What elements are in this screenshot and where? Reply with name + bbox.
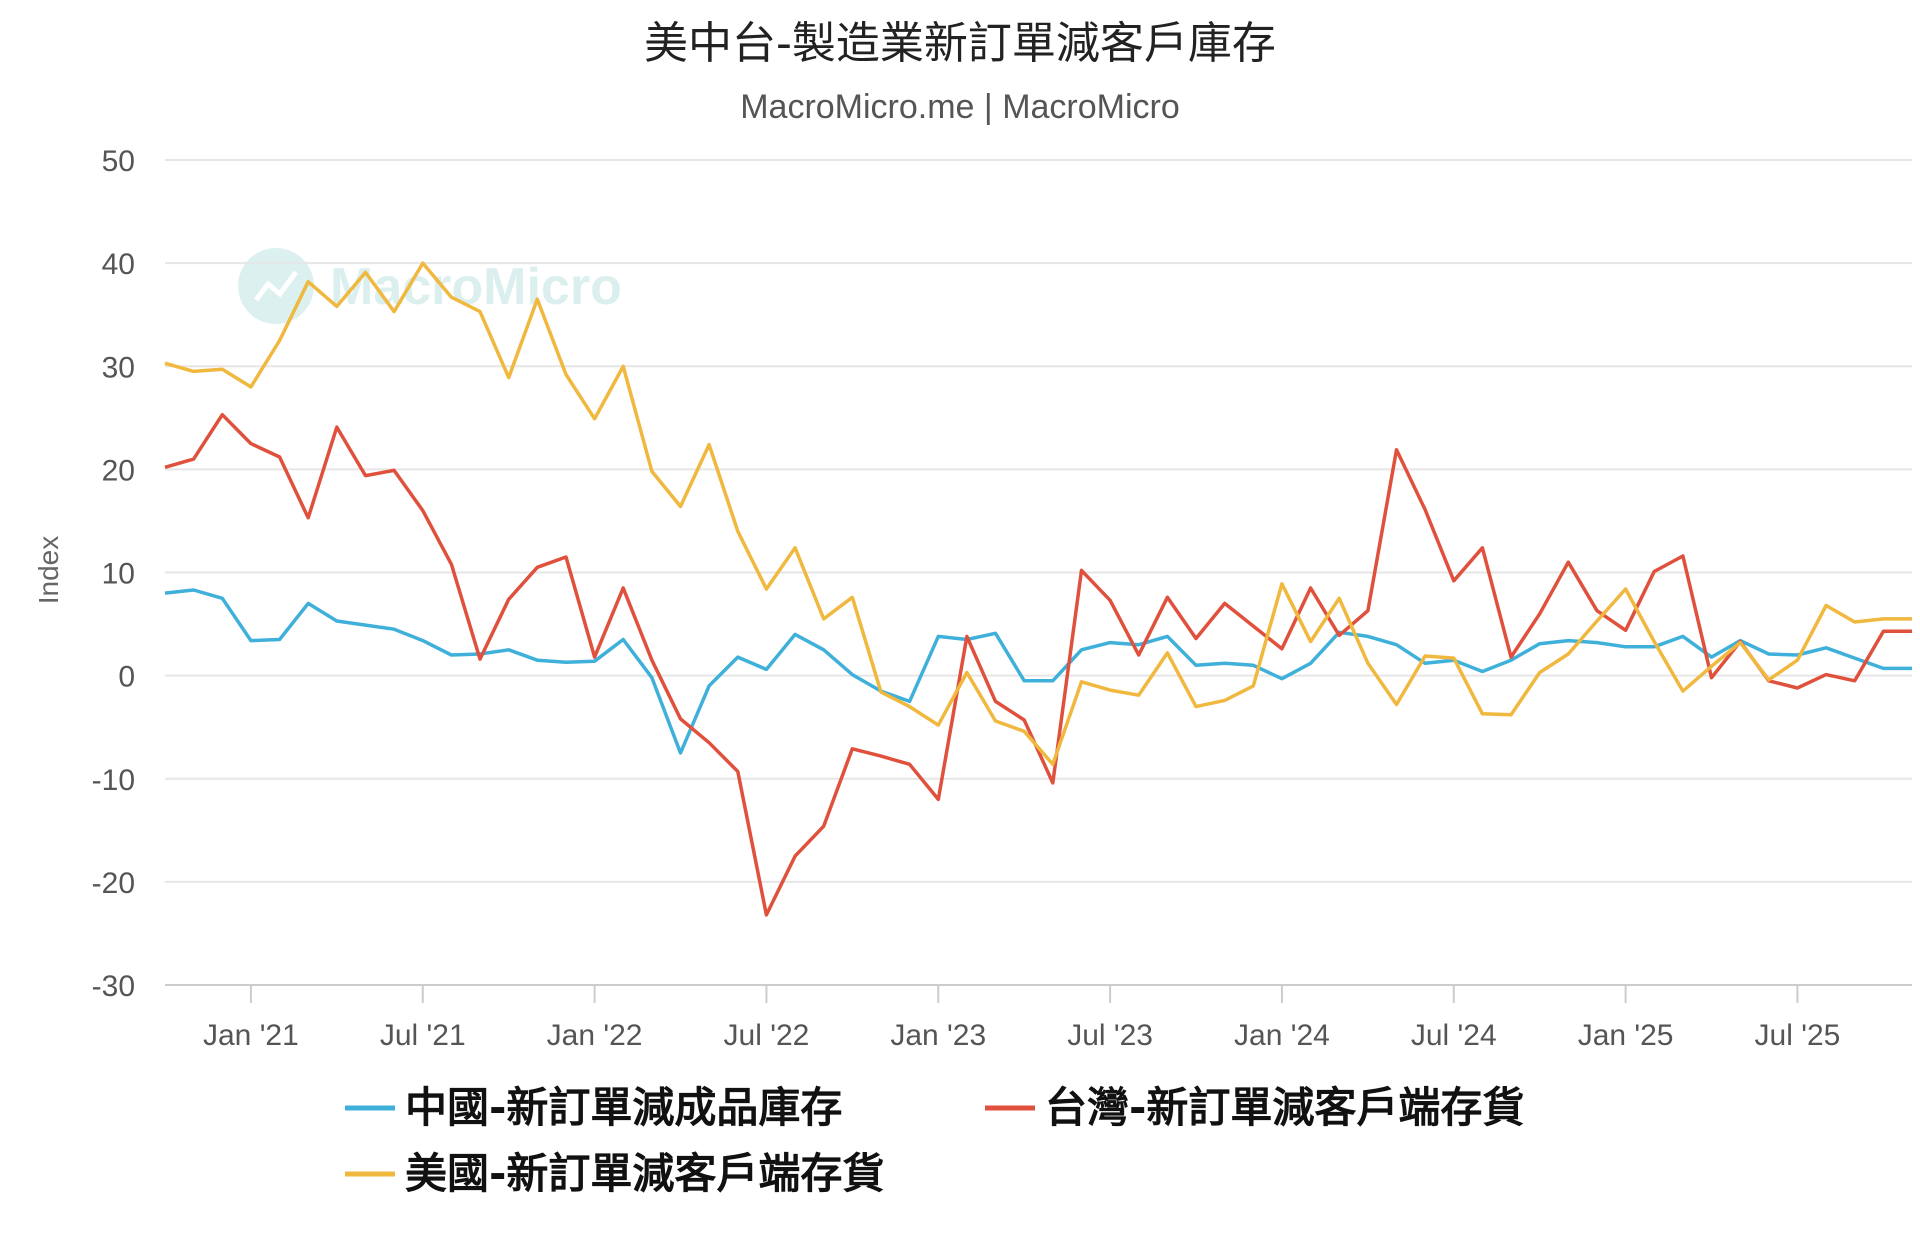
x-tick-label: Jul '23 bbox=[1067, 1019, 1153, 1052]
x-tick-label: Jan '21 bbox=[203, 1019, 299, 1052]
x-tick-label: Jul '21 bbox=[380, 1019, 466, 1052]
x-tick-label: Jan '22 bbox=[547, 1019, 643, 1052]
x-tick-label: Jan '25 bbox=[1578, 1019, 1674, 1052]
y-tick-label: 30 bbox=[102, 351, 135, 384]
legend-label: 美國-新訂單減客戶端存貨 bbox=[405, 1149, 884, 1198]
series-line-0 bbox=[164, 588, 1912, 755]
y-tick-label: -20 bbox=[92, 867, 135, 900]
watermark-text: MacroMicro bbox=[330, 258, 622, 316]
x-tick-label: Jan '24 bbox=[1234, 1019, 1330, 1052]
chart-subtitle: MacroMicro.me | MacroMicro bbox=[740, 88, 1180, 126]
chart-title: 美中台-製造業新訂單減客戶庫存 bbox=[644, 18, 1276, 69]
y-tick-label: 20 bbox=[102, 454, 135, 487]
y-tick-label: -10 bbox=[92, 764, 135, 797]
legend-item-0[interactable]: 中國-新訂單減成品庫存 bbox=[345, 1083, 842, 1132]
x-tick-label: Jan '23 bbox=[890, 1019, 986, 1052]
y-tick-label: 0 bbox=[118, 661, 135, 694]
legend-label: 台灣-新訂單減客戶端存貨 bbox=[1045, 1083, 1524, 1132]
y-tick-label: 10 bbox=[102, 558, 135, 591]
y-tick-label: 40 bbox=[102, 248, 135, 281]
watermark-logo-icon bbox=[238, 248, 314, 324]
y-tick-label: -30 bbox=[92, 970, 135, 1003]
x-axis: Jan '21 Jul '21 Jan '22 Jul '22 Jan '23 Jul '… bbox=[165, 984, 1912, 1052]
y-axis-label: Index bbox=[33, 536, 64, 605]
watermark-logo: MacroMicro bbox=[238, 248, 622, 324]
y-axis-ticks: -30 -20 -10 0 10 20 30 40 50 bbox=[92, 145, 135, 1003]
legend-label: 中國-新訂單減成品庫存 bbox=[405, 1083, 842, 1132]
x-tick-label: Jul '24 bbox=[1411, 1019, 1497, 1052]
legend-item-2[interactable]: 美國-新訂單減客戶端存貨 bbox=[345, 1149, 884, 1198]
y-tick-label: 50 bbox=[102, 145, 135, 178]
watermark-trend-icon bbox=[254, 270, 299, 302]
series-lines bbox=[164, 261, 1912, 917]
legend-item-1[interactable]: 台灣-新訂單減客戶端存貨 bbox=[985, 1083, 1524, 1132]
series-line-1 bbox=[164, 412, 1912, 917]
series-line-2 bbox=[164, 261, 1912, 767]
x-tick-label: Jul '22 bbox=[724, 1019, 810, 1052]
x-tick-label: Jul '25 bbox=[1755, 1019, 1841, 1052]
